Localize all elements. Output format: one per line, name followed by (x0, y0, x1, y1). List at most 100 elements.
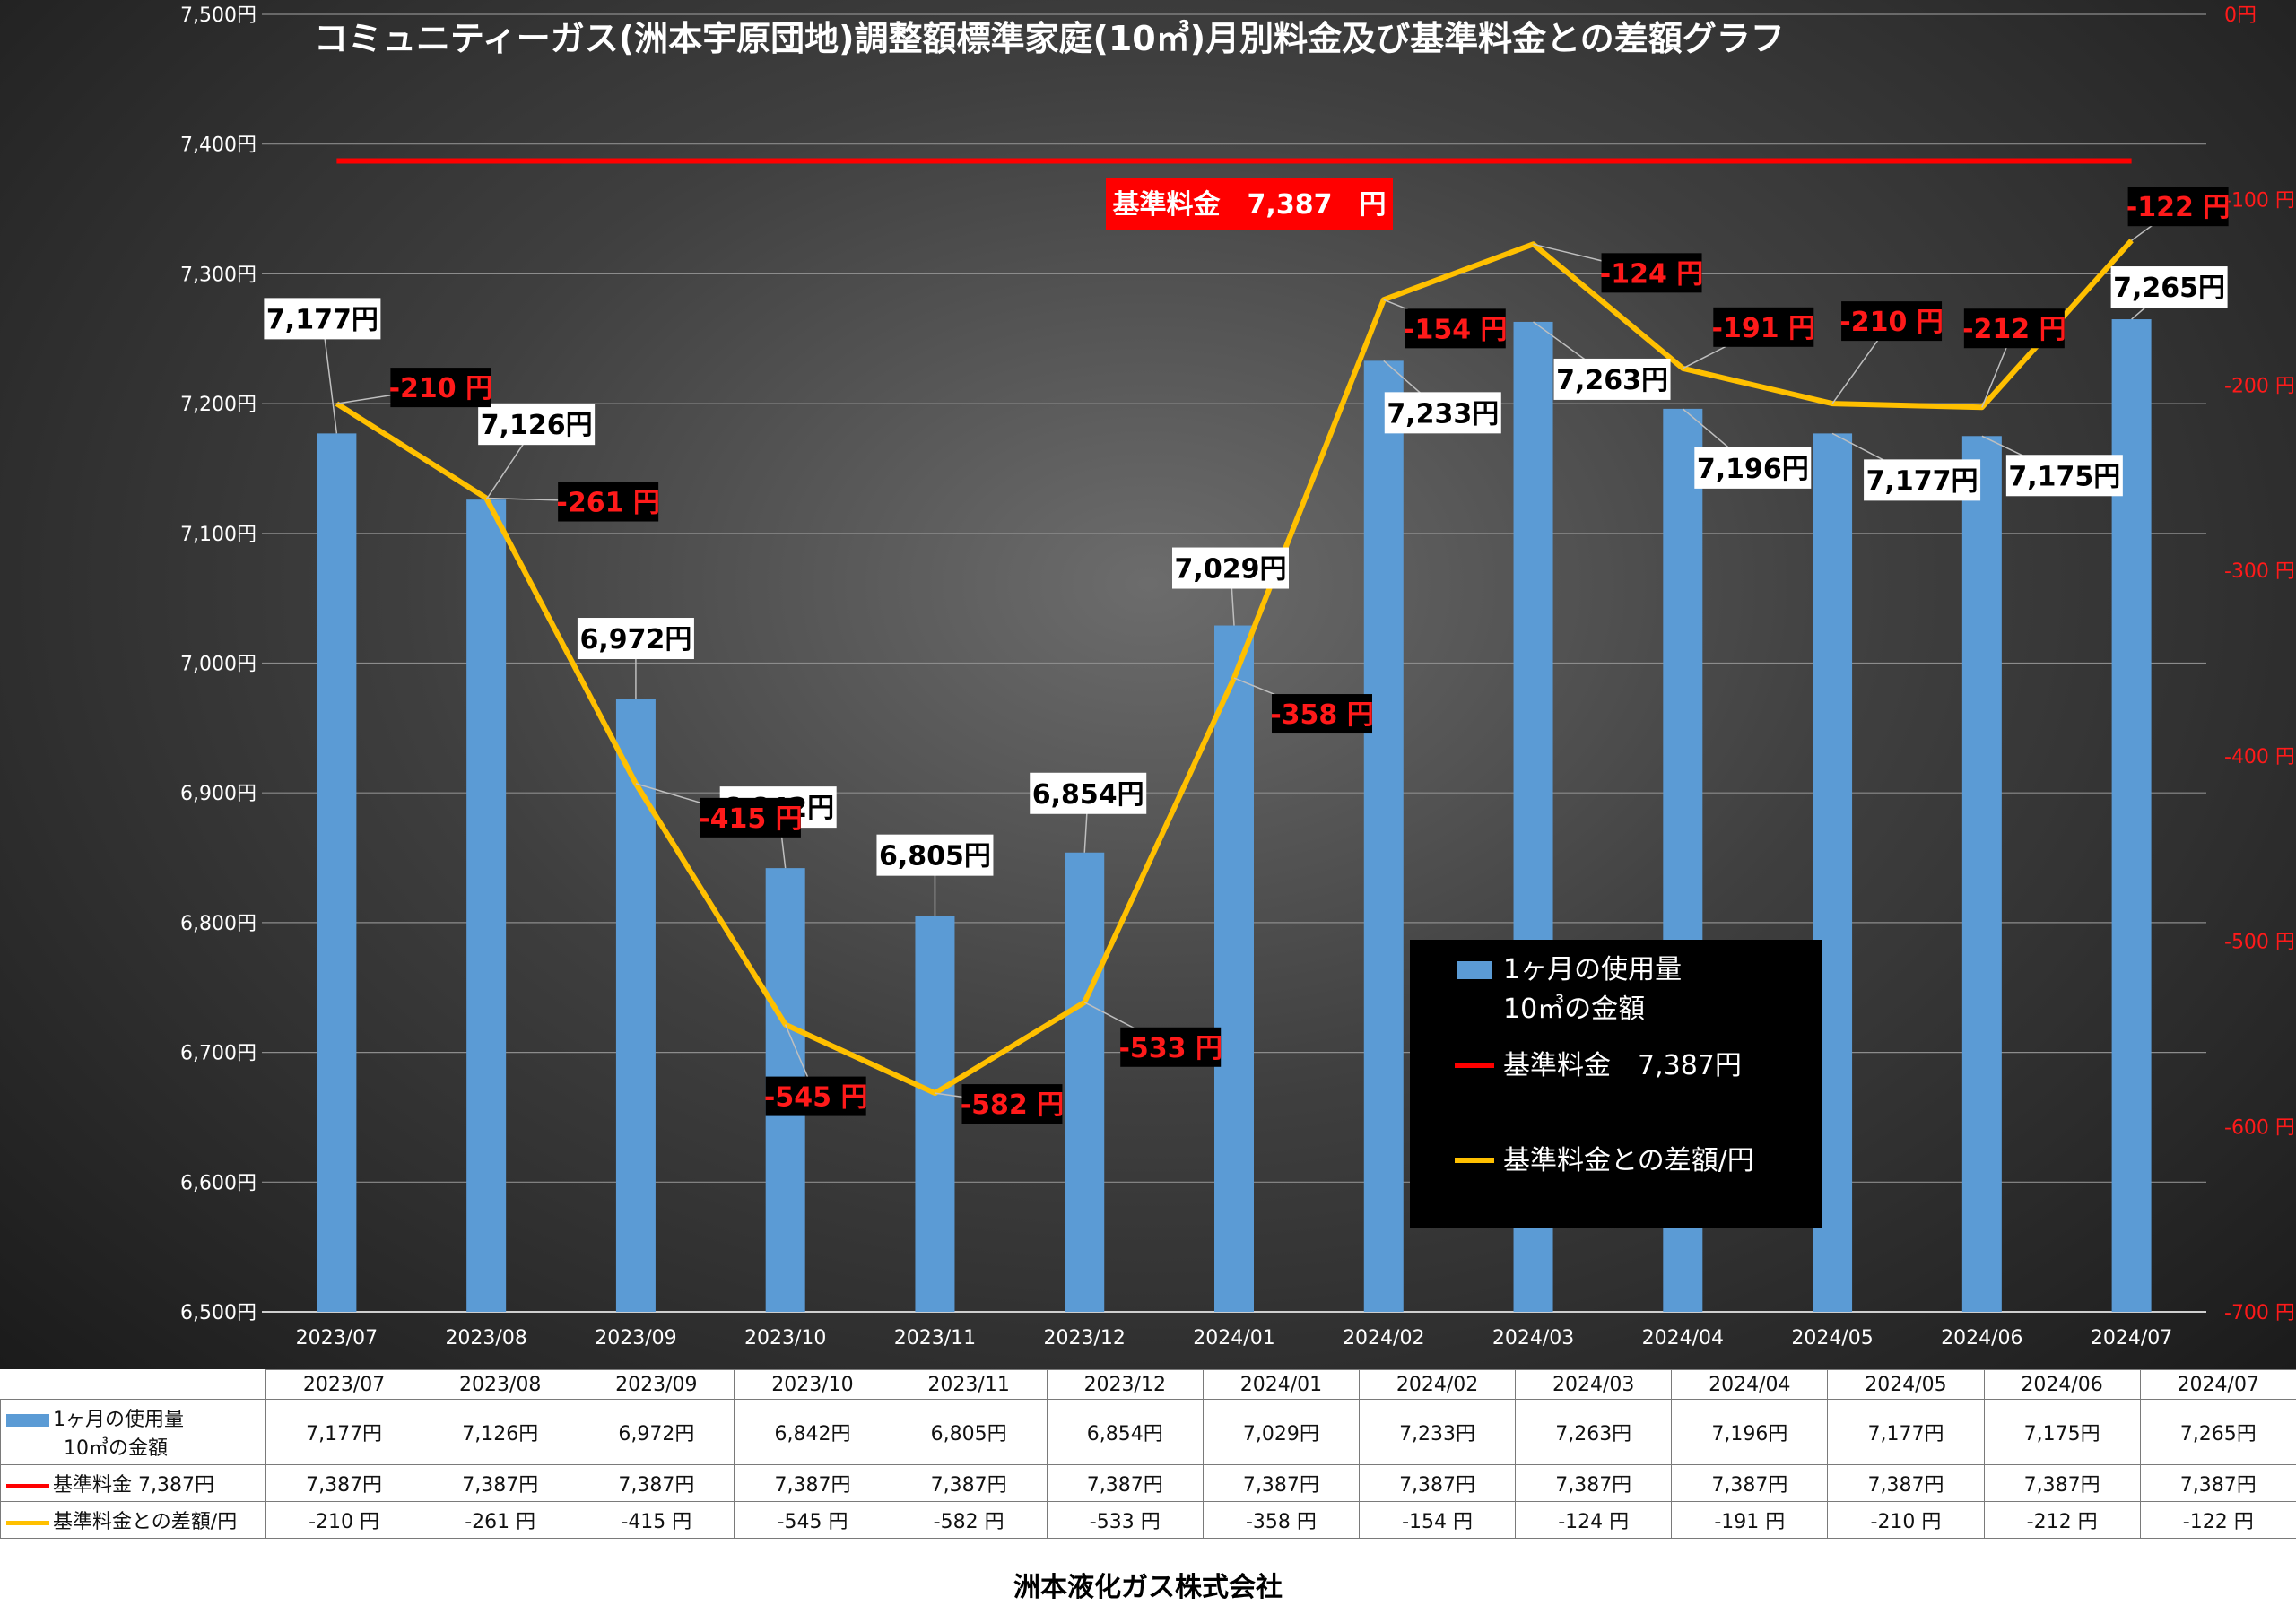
table-cell: -210 円 (1827, 1501, 1985, 1539)
bar (466, 499, 507, 1312)
bar-value-label-box (876, 834, 994, 876)
table-cell: -261 円 (422, 1501, 579, 1539)
table-cell: -533 円 (1046, 1501, 1204, 1539)
chart-area: 6,500円 6,600円 6,700円 6,800円 6,900円 7,000円 7,10… (0, 0, 2296, 1391)
y-left-tick-label: 6,500円 (180, 1302, 257, 1324)
table-cell: -415 円 (578, 1501, 735, 1539)
table-cell: -124 円 (1515, 1501, 1673, 1539)
bar-value-label-box (1553, 358, 1671, 400)
table-cell: 6,805円 (890, 1399, 1048, 1465)
table-legend-key (6, 1520, 49, 1525)
base-price-label: 基準料金 7,387 円 (1113, 189, 1387, 221)
difference-value-label: -154 円 (1404, 314, 1508, 345)
table-row-label: 基準料金 7,387円 (53, 1474, 214, 1497)
table-cell: -582 円 (890, 1501, 1048, 1539)
data-table: 2023/07 2023/08 2023/09 2023/10 2023/11 2023/… (0, 1369, 2296, 1539)
table-header-row: 2023/07 2023/08 2023/09 2023/10 2023/11 2023/… (0, 1369, 2296, 1400)
difference-value-label-box (390, 368, 491, 408)
table-column-header: 2024/04 (1671, 1369, 1829, 1400)
bar-value-label: 6,805円 (879, 841, 991, 872)
company-name: 洲本液化ガス株式会社 (1013, 1572, 1283, 1603)
table-cell: 7,387円 (1827, 1464, 1985, 1502)
y-left-tick-label: 7,000円 (180, 654, 257, 676)
bar-value-label: 7,126円 (481, 410, 593, 441)
y-right-tick-label: -400 円 (2224, 746, 2295, 768)
x-tick-label: 2023/07 (296, 1327, 378, 1350)
bar-value-label-box (2110, 266, 2228, 308)
table-cell: -210 円 (265, 1501, 423, 1539)
x-tick-label: 2024/01 (1193, 1327, 1274, 1350)
difference-value-label-box (1272, 694, 1372, 734)
y-right-tick-label: -100 円 (2224, 190, 2295, 213)
table-cell: -545 円 (734, 1501, 891, 1539)
table-row-header: 基準料金との差額/円 (0, 1501, 266, 1539)
table-row: 1ヶ月の使用量 10㎥の金額 7,177円 7,126円 6,972円 6,842円 6,8… (0, 1399, 2296, 1465)
difference-value-label: -122 円 (2126, 192, 2231, 223)
difference-value-label: -582 円 (961, 1089, 1065, 1121)
legend-label-bar-line2: 10㎥の金額 (1503, 994, 1645, 1025)
table-column-header: 2023/07 (265, 1369, 423, 1400)
base-price-label-box (1106, 178, 1393, 230)
legend-box (1410, 940, 1822, 1228)
difference-value-label: -415 円 (699, 803, 803, 835)
difference-value-label: -261 円 (556, 488, 660, 519)
table-cell: 7,387円 (1671, 1464, 1829, 1502)
table-cell: 7,233円 (1358, 1399, 1517, 1465)
table-cell: 7,387円 (578, 1464, 735, 1502)
table-cell: 6,972円 (578, 1399, 735, 1465)
table-corner (0, 1369, 266, 1400)
y-left-tick-label: 7,500円 (180, 4, 257, 27)
table-column-header: 2023/11 (890, 1369, 1048, 1400)
difference-value-label-box (961, 1084, 1063, 1124)
difference-value-label: -191 円 (1712, 313, 1816, 344)
table-cell: 7,029円 (1202, 1399, 1360, 1465)
x-tick-label: 2024/04 (1642, 1327, 1724, 1350)
bar-value-label-box (1030, 772, 1147, 814)
difference-value-label-box (558, 482, 659, 522)
y-right-tick-label: -600 円 (2224, 1116, 2295, 1139)
difference-value-label: -533 円 (1118, 1033, 1222, 1064)
y-right-tick-label: -700 円 (2224, 1302, 2295, 1324)
bar (1214, 625, 1254, 1312)
y-left-tick-label: 7,400円 (180, 135, 257, 157)
bar-value-label: 7,029円 (1175, 554, 1287, 586)
bar-value-label-box (2005, 455, 2123, 497)
table-row-header: 1ヶ月の使用量 10㎥の金額 (0, 1399, 266, 1465)
difference-value-label: -124 円 (1600, 258, 1704, 290)
x-tick-label: 2024/03 (1492, 1327, 1574, 1350)
bar (1065, 852, 1105, 1312)
table-cell: 7,387円 (734, 1464, 891, 1502)
table-row: 基準料金との差額/円 -210 円 -261 円 -415 円 -545 円 -582 円… (0, 1501, 2296, 1539)
y-left-tick-label: 6,600円 (180, 1172, 257, 1194)
table-column-header: 2023/08 (422, 1369, 579, 1400)
x-tick-label: 2023/08 (445, 1327, 526, 1350)
table-column-header: 2024/06 (1983, 1369, 2141, 1400)
bar-value-label-box (1384, 392, 1501, 434)
bar (317, 433, 357, 1313)
difference-value-label: -358 円 (1270, 699, 1374, 731)
x-tick-label: 2024/05 (1791, 1327, 1873, 1350)
table-legend-key (6, 1414, 49, 1427)
table-cell: 7,196円 (1671, 1399, 1829, 1465)
table-cell: 7,387円 (890, 1464, 1048, 1502)
table-cell: 7,265円 (2139, 1399, 2296, 1465)
chart-title: コミュニティーガス(洲本宇原団地)調整額標準家庭(10㎥)月別料金及び基準料金と… (314, 19, 1785, 58)
bar-value-label: 6,854円 (1032, 779, 1144, 811)
bar (1961, 436, 2002, 1312)
table-cell: -191 円 (1671, 1501, 1829, 1539)
table-cell: -358 円 (1202, 1501, 1360, 1539)
y-left-tick-label: 7,200円 (180, 394, 257, 416)
table-cell: 7,263円 (1515, 1399, 1673, 1465)
bar-value-label-box (1172, 547, 1289, 589)
bar-value-label: 7,265円 (2113, 273, 2225, 304)
table-cell: 7,387円 (1046, 1464, 1204, 1502)
table-cell: 7,387円 (1983, 1464, 2141, 1502)
table-cell: 7,387円 (422, 1464, 579, 1502)
table-cell: -154 円 (1358, 1501, 1517, 1539)
difference-value-label: -545 円 (764, 1082, 868, 1114)
legend-label-bar: 1ヶ月の使用量 (1503, 954, 1682, 985)
bar-value-label: 7,175円 (2008, 461, 2120, 492)
table-cell: 7,387円 (265, 1464, 423, 1502)
table-row-label: 1ヶ月の使用量 (53, 1409, 184, 1431)
legend-label-base: 基準料金 7,387円 (1503, 1050, 1742, 1081)
